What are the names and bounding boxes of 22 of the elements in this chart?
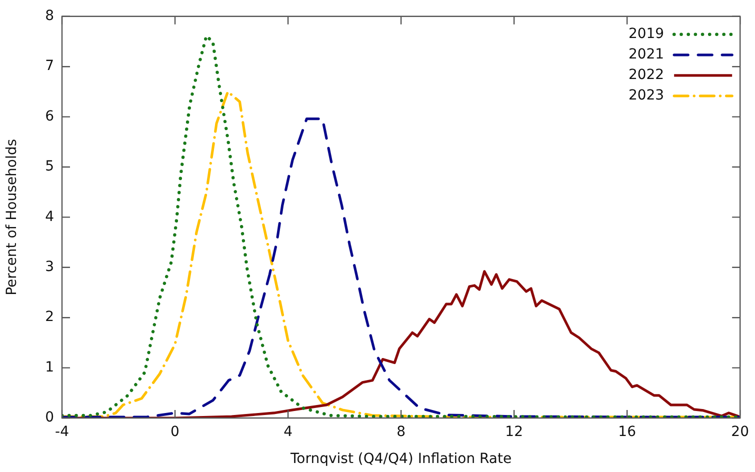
x-tick-label: 8 [396,424,406,440]
x-tick-label: 20 [731,424,750,440]
y-tick-label: 0 [45,410,54,426]
x-tick-label: -4 [55,424,70,440]
y-tick-label: 2 [45,309,54,326]
y-tick-label: 3 [45,259,54,276]
legend-label: 2019 [628,26,664,42]
y-tick-label: 1 [45,359,54,376]
y-tick-label: 6 [45,108,54,124]
x-tick-label: 4 [284,424,293,440]
y-tick-label: 4 [45,208,54,225]
y-tick-label: 7 [45,58,54,74]
x-tick-label: 16 [618,424,636,440]
legend-label: 2022 [628,67,664,84]
y-tick-label: 8 [45,8,54,24]
x-axis-title: Tornqvist (Q4/Q4) Inflation Rate [289,451,512,468]
y-axis-title: Percent of Households [4,138,20,296]
y-tick-label: 5 [45,158,54,175]
legend-label: 2021 [628,46,664,63]
x-tick-label: 12 [505,424,523,440]
legend-label: 2023 [628,88,664,104]
x-tick-label: 0 [170,424,180,440]
